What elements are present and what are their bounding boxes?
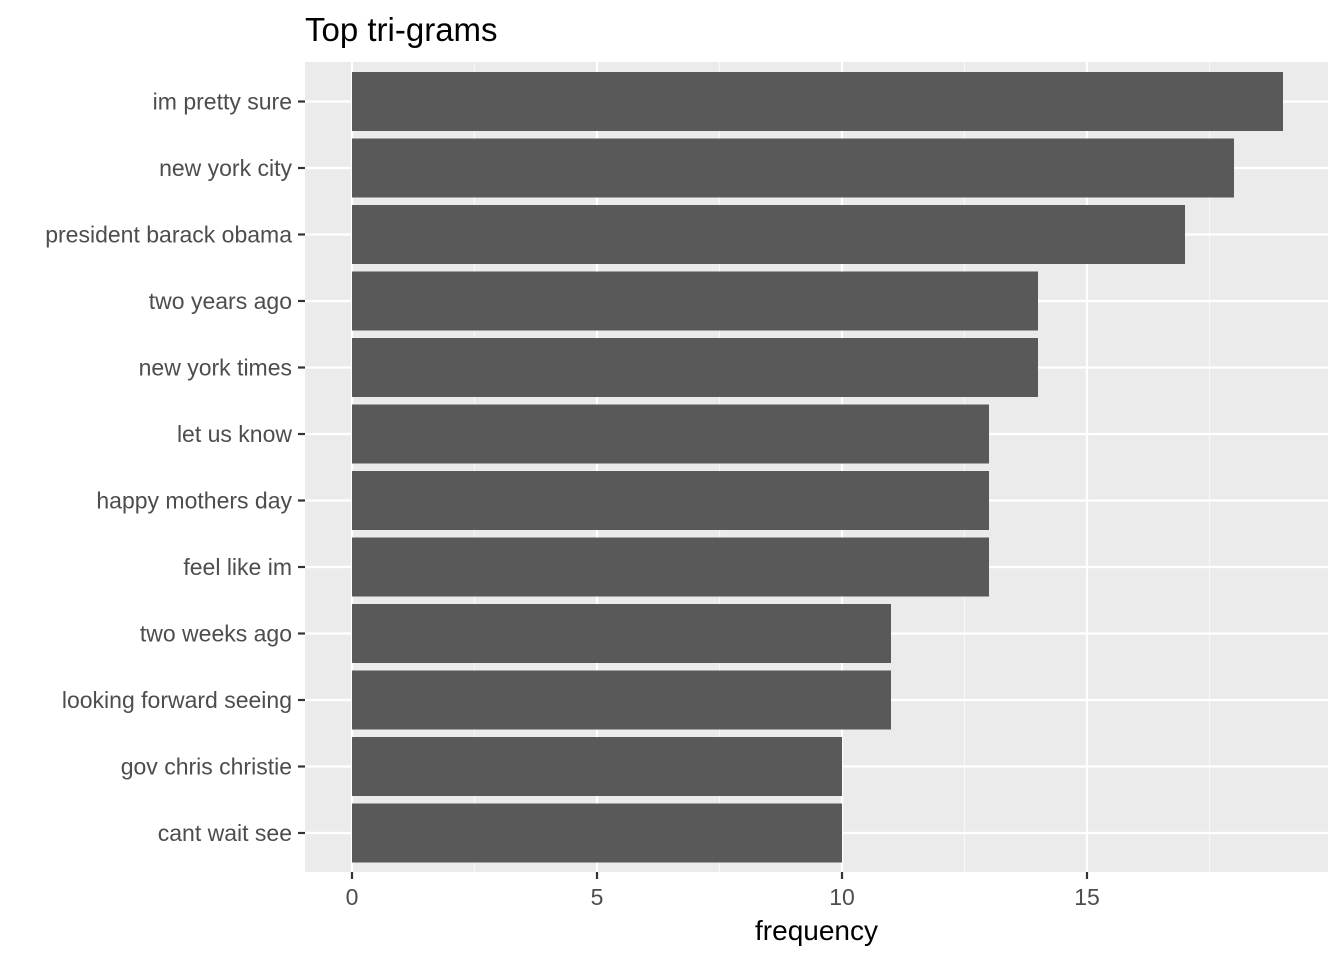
x-axis-title: frequency bbox=[755, 915, 878, 946]
x-axis: 0 5 10 15 bbox=[346, 872, 1100, 910]
y-tick-label: im pretty sure bbox=[153, 89, 292, 115]
bar bbox=[352, 737, 842, 796]
y-tick-label: new york times bbox=[139, 355, 292, 381]
bar bbox=[352, 604, 891, 663]
bar bbox=[352, 138, 1234, 198]
y-tick-label: looking forward seeing bbox=[62, 687, 292, 713]
bar bbox=[352, 803, 842, 863]
y-tick-label: feel like im bbox=[183, 554, 292, 580]
y-tick-label: two weeks ago bbox=[140, 621, 292, 647]
x-tick-label: 0 bbox=[346, 884, 359, 910]
y-tick-label: happy mothers day bbox=[96, 488, 292, 514]
chart-title: Top tri-grams bbox=[305, 11, 498, 48]
x-tick-label: 15 bbox=[1074, 884, 1100, 910]
bar bbox=[352, 271, 1038, 331]
y-axis: im pretty sure new york city president bar… bbox=[45, 89, 305, 846]
y-tick-label: new york city bbox=[159, 155, 292, 181]
bar bbox=[352, 205, 1185, 264]
y-tick-label: cant wait see bbox=[158, 820, 292, 846]
bar bbox=[352, 670, 891, 730]
y-tick-label: let us know bbox=[177, 421, 292, 447]
y-tick-label: gov chris christie bbox=[121, 754, 292, 780]
y-tick-label: two years ago bbox=[149, 288, 292, 314]
x-tick-label: 5 bbox=[591, 884, 604, 910]
y-tick-label: president barack obama bbox=[45, 222, 292, 248]
bar bbox=[352, 537, 989, 597]
bars bbox=[352, 72, 1283, 863]
x-tick-label: 10 bbox=[829, 884, 855, 910]
bar bbox=[352, 471, 989, 530]
bar bbox=[352, 72, 1283, 131]
bar bbox=[352, 338, 1038, 397]
bar bbox=[352, 404, 989, 464]
